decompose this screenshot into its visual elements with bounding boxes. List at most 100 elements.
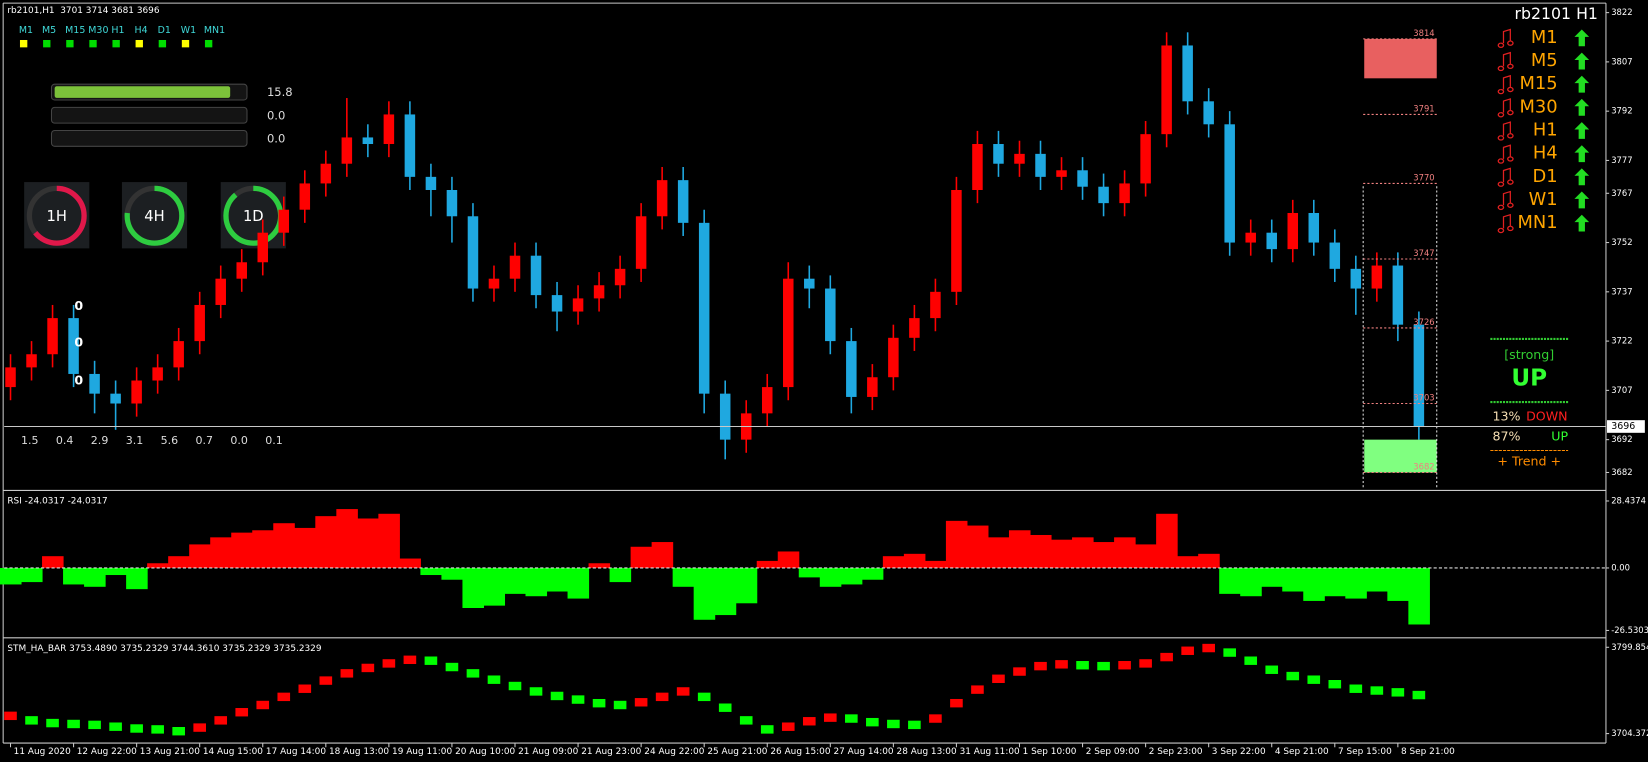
ha-bar <box>550 691 564 701</box>
ha-bar <box>908 720 921 730</box>
x-tick-label: 24 Aug 22:00 <box>644 747 704 757</box>
y-tick-label: 3807 <box>1611 56 1632 66</box>
candle-body <box>341 137 353 164</box>
rsi-bar <box>609 567 632 583</box>
candle-body <box>551 295 563 312</box>
ha-bar <box>424 656 438 665</box>
candle-body <box>1245 232 1256 243</box>
candle-body <box>677 180 689 223</box>
candle-body <box>1203 101 1214 125</box>
rsi-bar <box>504 567 527 594</box>
ha-bar <box>1370 686 1384 695</box>
rsi-bar <box>798 567 821 578</box>
rsi-bar <box>462 567 484 608</box>
rsi-bar <box>420 567 442 576</box>
ha-bar <box>403 655 417 665</box>
ha-bar <box>634 698 648 707</box>
zero-marker: 0 <box>74 335 83 350</box>
x-tick-label: 20 Aug 10:00 <box>455 747 515 757</box>
rsi-bar <box>1072 537 1094 568</box>
gauge-bars <box>50 83 248 147</box>
stat-value: 0.0 <box>230 434 248 447</box>
zero-marker: 0 <box>74 372 83 387</box>
y-tick-label: 0.00 <box>1611 562 1630 572</box>
cycle-label: 4H <box>144 208 164 225</box>
note-icon <box>1497 121 1514 141</box>
rsi-bar <box>294 527 316 568</box>
ha-bar <box>781 722 795 731</box>
level-label: 3726 <box>1413 317 1434 327</box>
rsi-bar <box>1282 567 1304 592</box>
candle-body <box>761 387 773 414</box>
rsi-bar <box>525 567 548 597</box>
x-tick-label: 11 Aug 2020 <box>14 747 71 757</box>
trend-arrow <box>1574 145 1590 163</box>
candle-body <box>215 278 226 305</box>
timeframe-status <box>135 39 143 48</box>
ha-bar <box>1034 661 1047 671</box>
timeframe-label: M5 <box>42 25 56 36</box>
candle-body <box>68 318 79 374</box>
trend-arrow <box>1574 214 1590 232</box>
ha-bar <box>950 698 963 708</box>
x-tick-label: 17 Aug 14:00 <box>266 747 326 757</box>
rsi-bar <box>378 513 400 568</box>
x-tick-label: 28 Aug 13:00 <box>897 747 957 757</box>
level-label: 3791 <box>1413 104 1434 114</box>
x-tick-label: 27 Aug 14:00 <box>833 747 893 757</box>
ha-bar <box>992 674 1005 683</box>
rsi-bar <box>1219 567 1241 594</box>
y-tick-label: 3707 <box>1611 385 1632 395</box>
rsi-bar <box>567 567 590 599</box>
zero-marker: 0 <box>74 298 83 313</box>
ha-bar <box>1055 660 1068 669</box>
candle-body <box>825 288 836 342</box>
y-tick-label: 3822 <box>1611 7 1632 17</box>
trend-row: D1 <box>1497 166 1590 187</box>
trend-row: H4 <box>1497 143 1590 164</box>
rsi-bar <box>756 560 779 568</box>
cycle-box <box>121 182 188 249</box>
ha-bar <box>1223 648 1236 657</box>
candle-body <box>509 255 521 279</box>
candle-body <box>1077 170 1088 187</box>
timeframe-label: H4 <box>135 25 148 36</box>
ha-bar <box>571 695 585 704</box>
note-icon <box>1497 28 1514 48</box>
x-tick-label: 21 Aug 09:00 <box>518 747 578 757</box>
ha-bar <box>1181 646 1194 655</box>
rsi-bar <box>1030 534 1052 568</box>
timeframe-label: MN1 <box>204 25 225 36</box>
rsi-bar <box>1008 530 1031 568</box>
candle-body <box>930 291 941 319</box>
x-tick-label: 2 Sep 09:00 <box>1086 747 1140 757</box>
ha-bar <box>25 716 38 725</box>
candle-body <box>972 144 983 190</box>
rsi-bar <box>1261 567 1283 587</box>
gauge-fill <box>54 86 231 98</box>
rsi-bar <box>0 567 22 585</box>
rsi-bar <box>714 567 737 616</box>
trend-label: M5 <box>1531 50 1558 71</box>
ha-bar <box>319 676 333 685</box>
timeframe-label: W1 <box>181 25 196 36</box>
x-tick-label: 3 Sep 22:00 <box>1212 747 1266 757</box>
trend-label: H4 <box>1533 143 1558 164</box>
frame <box>2 2 1607 744</box>
candle-body <box>1119 183 1130 204</box>
rsi-bar <box>357 518 379 568</box>
trend-arrow <box>1574 122 1590 139</box>
trend-label: D1 <box>1533 166 1558 187</box>
rsi-bar <box>1135 544 1157 568</box>
candle-body <box>530 255 542 296</box>
ha-bar <box>845 714 858 723</box>
trend-label: + Trend + <box>1497 454 1561 469</box>
rsi-bar <box>1156 513 1178 568</box>
x-tick-label: 7 Sep 15:00 <box>1338 747 1392 757</box>
rsi-bar <box>1408 567 1430 625</box>
rsi-bar <box>1345 567 1367 599</box>
stat-value: 2.9 <box>91 434 109 447</box>
direction: UP <box>1511 365 1547 391</box>
